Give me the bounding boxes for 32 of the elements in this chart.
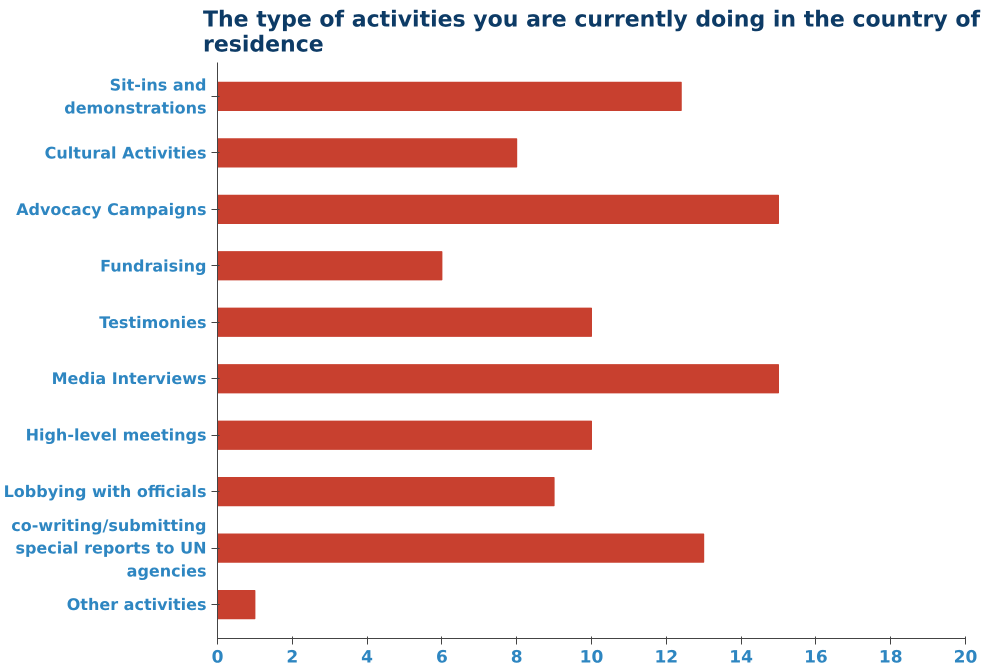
x-tick-label: 2 bbox=[286, 648, 298, 668]
bar bbox=[218, 82, 682, 111]
y-tick-label: Cultural Activities bbox=[44, 143, 207, 162]
bar bbox=[218, 364, 779, 394]
x-tick-label: 8 bbox=[510, 648, 523, 668]
y-tick-label: Testimonies bbox=[99, 312, 207, 332]
chart-title: The type of activities you are currently doing in the country of residence bbox=[202, 8, 980, 58]
bar bbox=[218, 534, 704, 563]
x-tick-label: 12 bbox=[654, 648, 678, 668]
bar bbox=[218, 194, 779, 224]
y-tick-label: High-level meetings bbox=[26, 426, 206, 445]
x-tick-label: 14 bbox=[729, 648, 754, 668]
bar bbox=[218, 477, 555, 506]
x-tick-label: 10 bbox=[580, 648, 604, 668]
bar bbox=[218, 251, 442, 280]
y-tick-label: Sit-ins and demonstrations bbox=[64, 75, 207, 118]
x-tick-label: 0 bbox=[212, 648, 224, 668]
y-tick-label: Media Interviews bbox=[52, 369, 207, 388]
bar bbox=[218, 420, 592, 450]
bar bbox=[218, 138, 518, 168]
y-tick-label: Advocacy Campaigns bbox=[16, 200, 207, 219]
bar bbox=[218, 308, 592, 337]
y-tick-label: Fundraising bbox=[100, 256, 206, 276]
bar bbox=[218, 590, 256, 620]
x-tick-label: 16 bbox=[804, 648, 828, 668]
y-tick-label: Lobbying with officials bbox=[4, 482, 206, 502]
y-tick-label: Other activities bbox=[66, 595, 207, 614]
x-tick-label: 6 bbox=[436, 648, 448, 668]
y-tick-label: co-writing/submitting special reports to UN agencies bbox=[11, 516, 207, 580]
x-tick-label: 4 bbox=[361, 648, 374, 668]
x-tick-label: 18 bbox=[878, 648, 903, 668]
x-tick-label: 20 bbox=[954, 648, 978, 668]
